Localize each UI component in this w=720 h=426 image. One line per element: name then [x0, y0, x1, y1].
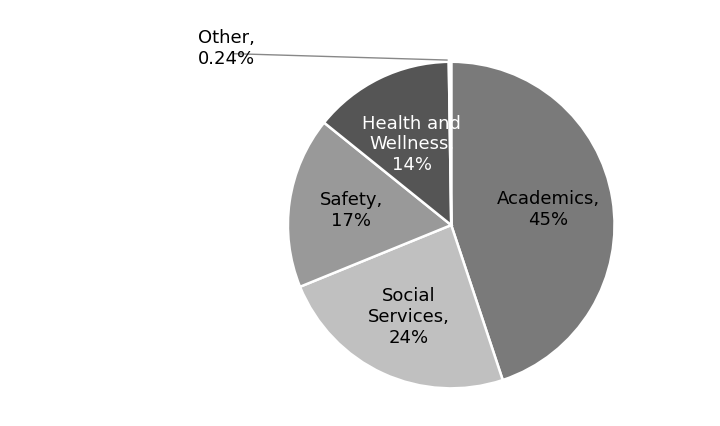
Text: Academics,
45%: Academics, 45%: [496, 190, 600, 229]
Text: Social
Services,
24%: Social Services, 24%: [368, 287, 450, 347]
Wedge shape: [451, 62, 615, 380]
Wedge shape: [324, 62, 451, 225]
Text: Safety,
17%: Safety, 17%: [320, 191, 382, 230]
Text: Health and
Wellness,
14%: Health and Wellness, 14%: [362, 115, 462, 174]
Wedge shape: [300, 225, 503, 389]
Wedge shape: [449, 62, 451, 225]
Text: Other,
0.24%: Other, 0.24%: [198, 29, 255, 68]
Wedge shape: [288, 123, 451, 287]
